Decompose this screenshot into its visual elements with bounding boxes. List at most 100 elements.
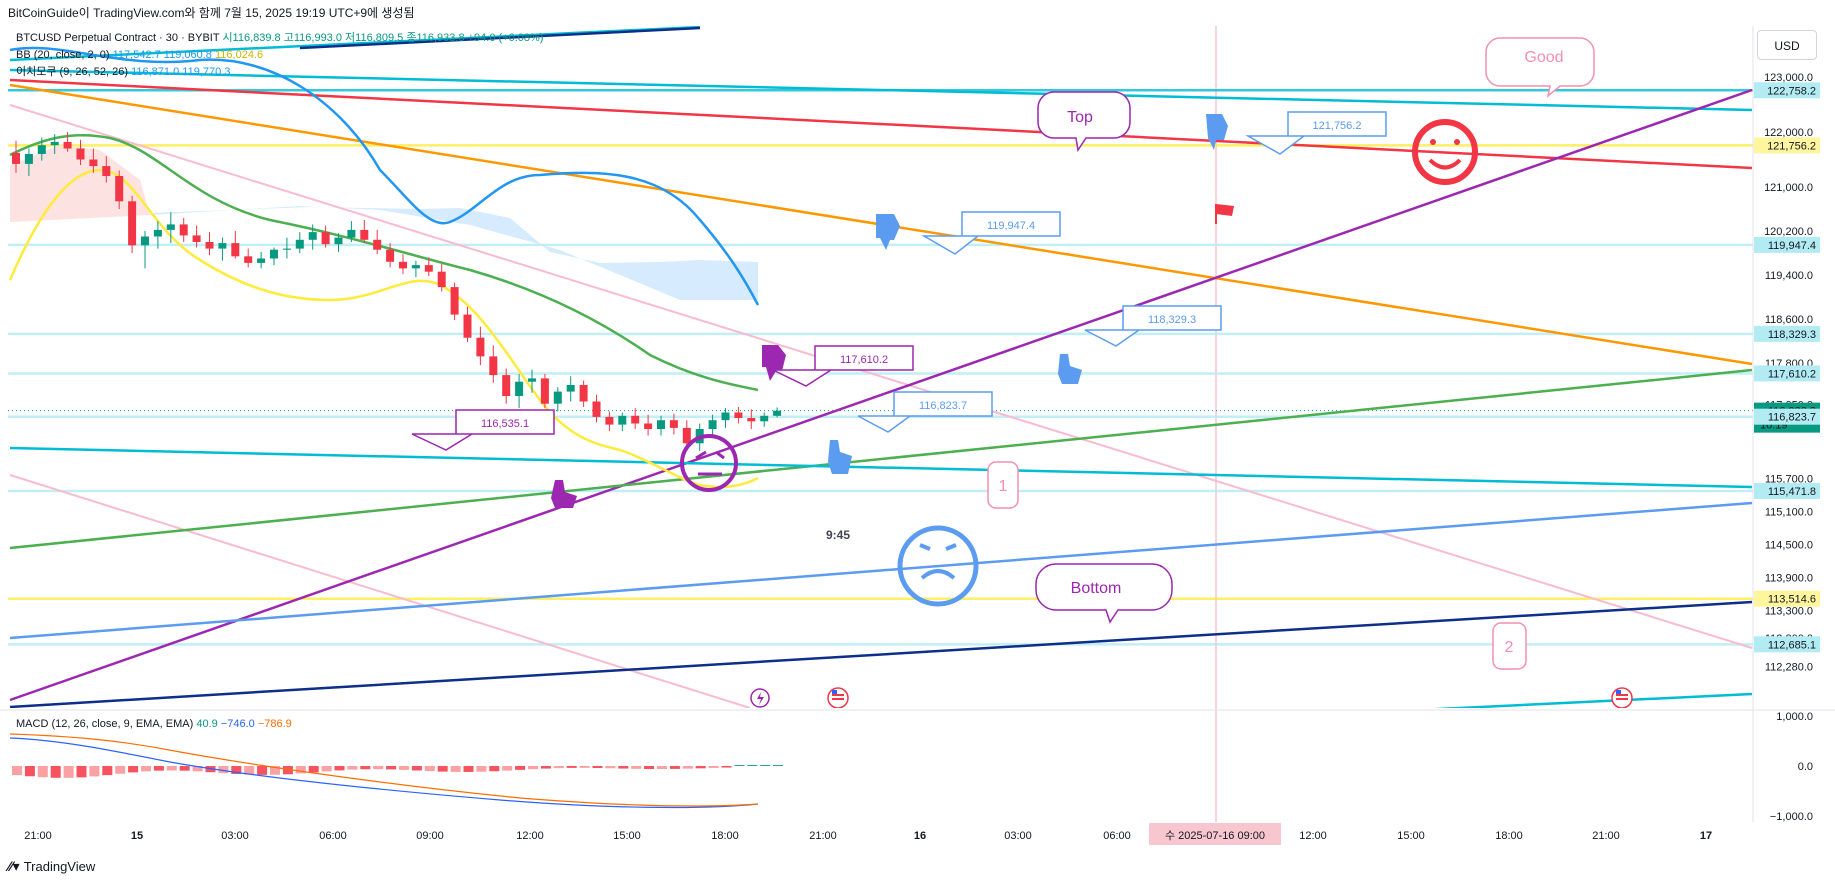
candle-body[interactable] (424, 265, 433, 272)
candle-body[interactable] (399, 261, 407, 269)
candle-body[interactable] (24, 154, 33, 164)
candle-body[interactable] (347, 229, 356, 238)
macd-bar (12, 766, 22, 775)
candle-body[interactable] (295, 239, 304, 249)
candle-body[interactable] (166, 224, 175, 230)
candle-body[interactable] (669, 420, 678, 428)
candle-body[interactable] (515, 381, 524, 396)
annotation-top[interactable]: Top (1037, 91, 1131, 152)
bottom-label: Bottom (1071, 580, 1122, 597)
price-label-box (1754, 236, 1820, 253)
candle-body[interactable] (50, 141, 59, 146)
time-axis[interactable]: 21:00 15 03:00 06:00 09:00 12:00 15:00 18:00 21:… (24, 830, 1712, 842)
candle-body[interactable] (205, 242, 214, 249)
candle-body[interactable] (282, 248, 291, 250)
candle-body[interactable] (502, 375, 511, 396)
tv-logo-icon: ⁄⁄▾ (8, 858, 20, 874)
candle-body[interactable] (463, 314, 472, 338)
neutral-face-icon (680, 434, 738, 492)
candle-body[interactable] (540, 378, 549, 404)
cyan-trendline-mid (9, 446, 1753, 489)
candle-body[interactable] (721, 412, 730, 421)
us-flag-event-icon-2[interactable] (1611, 687, 1633, 708)
trend-lines (9, 26, 1753, 708)
us-flag-event-icon[interactable] (827, 687, 849, 708)
candle-body[interactable] (321, 232, 330, 245)
candle-body[interactable] (553, 391, 562, 404)
legend-bb-row[interactable]: BB (20, close, 2, 0) 117,542.7 119,060.8… (16, 47, 543, 64)
candle-body[interactable] (411, 265, 420, 269)
legend-symbol-row[interactable]: BTCUSD Perpetual Contract · 30 · BYBIT 시… (16, 30, 543, 47)
ohlc-values: 시116,839.8 고116,993.0 저116,809.5 종116,93… (222, 32, 544, 44)
flash-event-icon[interactable] (750, 688, 770, 708)
candle-body[interactable] (605, 416, 614, 425)
candle-body[interactable] (192, 235, 201, 242)
candle-body[interactable] (179, 224, 188, 236)
price-callout[interactable]: 116,823.7 (857, 391, 993, 433)
price-callout[interactable]: 116,535.1 (411, 409, 555, 451)
price-callout[interactable]: 121,756.2 (1245, 111, 1387, 155)
candle-body[interactable] (657, 420, 665, 429)
currency-button[interactable]: USD (1757, 30, 1817, 60)
candle-body[interactable] (734, 412, 743, 419)
price-callouts[interactable]: 116,535.1 117,610.2 116,823.7 119,947.4 118,… (411, 111, 1387, 451)
candle-body[interactable] (631, 415, 640, 424)
annotation-good[interactable]: Good (1485, 37, 1595, 98)
price-callout[interactable]: 118,329.3 (1084, 305, 1222, 347)
candle-body[interactable] (373, 239, 382, 250)
price-pane[interactable]: Good Top Bottom 1 2 9:45 (8, 26, 1753, 710)
candle-body[interactable] (231, 243, 240, 257)
candle-body[interactable] (773, 410, 782, 416)
candle-body[interactable] (386, 249, 395, 262)
candle-body[interactable] (528, 378, 536, 382)
candle-body[interactable] (89, 159, 98, 167)
candle-body[interactable] (153, 229, 162, 237)
macd-axis[interactable]: 1,000.0 0.0 −1,000.0 (1770, 711, 1813, 823)
candle-body[interactable] (102, 166, 111, 176)
price-callout[interactable]: 117,610.2 (772, 345, 914, 387)
candle-body[interactable] (63, 141, 72, 149)
candle-body[interactable] (644, 423, 653, 430)
candle-body[interactable] (618, 415, 627, 425)
candle-body[interactable] (128, 201, 137, 246)
macd-bar (308, 766, 319, 773)
wave-label-2[interactable]: 2 (1492, 622, 1527, 670)
time-note[interactable]: 9:45 (822, 524, 942, 544)
candle-body[interactable] (476, 337, 485, 357)
candle-body[interactable] (141, 236, 149, 246)
candle-body[interactable] (360, 229, 369, 240)
price-callout[interactable]: 119,947.4 (921, 211, 1061, 255)
wave-label-1[interactable]: 1 (987, 461, 1019, 509)
candle-body[interactable] (450, 287, 459, 315)
candlestick-series[interactable] (12, 132, 782, 451)
annotation-bottom[interactable]: Bottom (1035, 563, 1173, 624)
candle-body[interactable] (682, 427, 691, 444)
chart-legend[interactable]: BTCUSD Perpetual Contract · 30 · BYBIT 시… (16, 30, 543, 81)
candle-body[interactable] (489, 356, 498, 376)
candle-body[interactable] (308, 232, 317, 240)
price-tick: 122,000.0 (1764, 127, 1813, 139)
candle-body[interactable] (760, 415, 769, 422)
candle-body[interactable] (115, 176, 124, 202)
candle-body[interactable] (12, 152, 20, 164)
candle-body[interactable] (747, 418, 756, 422)
time-tick: 17 (1700, 830, 1712, 842)
candle-body[interactable] (437, 271, 446, 288)
candle-body[interactable] (592, 401, 601, 417)
legend-ichimoku-row[interactable]: 이치모쿠 (9, 26, 52, 26) 116,871.0 119,770.3 (16, 64, 543, 81)
macd-signal-value: −786.9 (257, 718, 292, 730)
candle-body[interactable] (218, 243, 227, 249)
candle-body[interactable] (270, 249, 278, 259)
candle-body[interactable] (579, 385, 588, 402)
candle-body[interactable] (257, 258, 266, 263)
candle-body[interactable] (708, 420, 717, 429)
candle-body[interactable] (76, 148, 85, 160)
candle-body[interactable] (566, 385, 575, 392)
candle-body[interactable] (37, 145, 46, 154)
macd-legend[interactable]: MACD (12, 26, close, 9, EMA, EMA) 40.9 −… (16, 718, 292, 730)
bb-upper-line (9, 46, 760, 306)
candle-body[interactable] (334, 237, 343, 245)
candle-body[interactable] (244, 256, 253, 263)
macd-pane[interactable] (9, 733, 784, 809)
